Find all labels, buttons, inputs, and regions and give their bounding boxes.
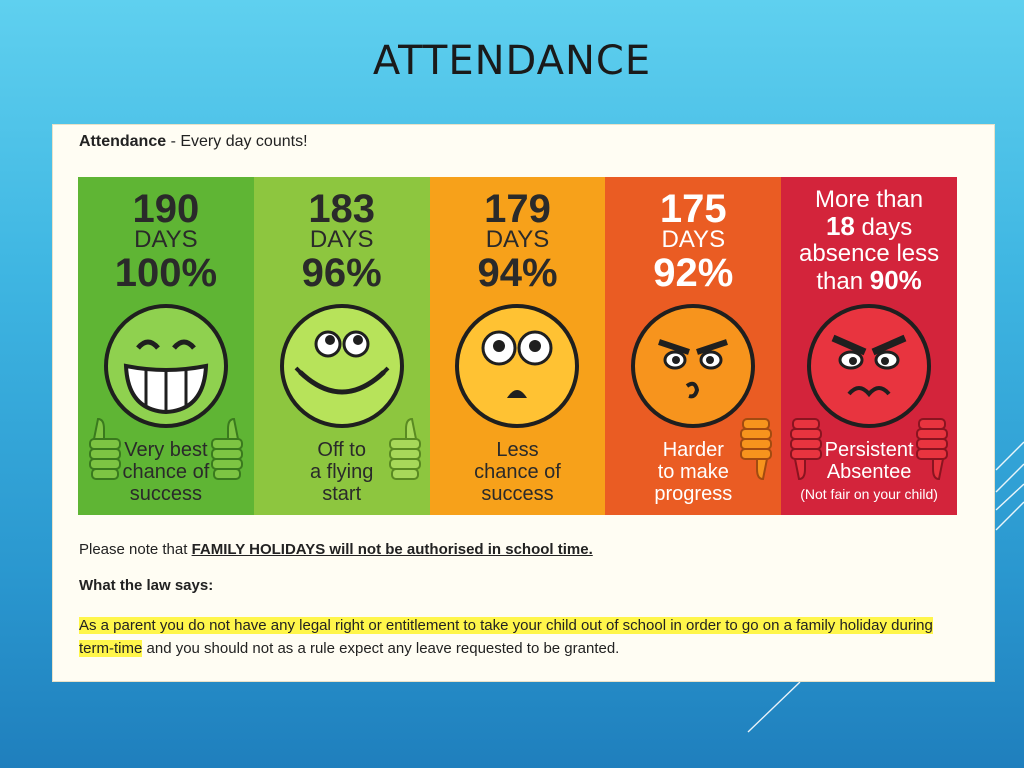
slide-title: ATTENDANCE [372,38,652,84]
thumbs-down-icon [790,418,823,481]
card-days-label: DAYS [134,226,198,253]
caption-line: Harder [662,439,724,461]
caption-line: a flying [310,461,374,483]
big-grin-face-icon [103,304,228,428]
card-caption: Persistent Absentee (Not fair on your ch… [781,439,957,505]
caption-subtext: (Not fair on your child) [800,486,938,502]
heading-bold: Attendance [79,133,167,150]
top-line: absence less [799,240,940,267]
thumbs-down-icon [915,418,948,481]
attendance-cards: 190 DAYS 100% [78,177,957,515]
card-caption: Less chance of success [430,439,606,505]
caption-line: chance of [474,461,561,483]
card-number: 183 [308,187,376,231]
card-175-days: 175 DAYS 92% [605,177,782,515]
caption-line: Absentee [826,461,912,483]
card-caption: Harder to make progress [605,439,781,505]
thumbs-up-icon [89,417,121,480]
law-rest: and you should not as a rule expect any … [142,640,620,657]
caption-line: Off to [317,439,366,461]
card-percent: 94% [477,251,558,295]
caption-line: success [129,483,203,505]
caption-line: Less [496,439,539,461]
angry-face-icon [631,304,756,428]
caption-line: Persistent [824,439,914,461]
caption-line: Very best [124,439,208,461]
top-line: 18 days [825,211,913,241]
worried-face-icon [455,304,580,428]
thumbs-up-icon [210,417,243,480]
card-number: 179 [484,187,551,231]
holiday-note: Please note that FAMILY HOLIDAYS will no… [79,541,593,558]
law-text: As a parent you do not have any legal ri… [79,614,959,660]
law-title: What the law says: [79,577,214,594]
card-days-label: DAYS [309,226,374,253]
top-line: than 90% [816,265,922,295]
card-more-than-18-days: More than 18 days absence less than 90% [781,177,957,515]
happy-face-icon [279,304,404,428]
caption-line: start [322,483,362,505]
card-number: 190 [132,187,200,231]
furious-face-icon [807,304,932,428]
card-number: 175 [659,187,727,231]
caption-line: success [481,483,554,505]
attendance-panel: Attendance - Every day counts! 190 DAYS … [52,124,995,682]
card-179-days: 179 DAYS 94% Less chance of success [429,177,606,515]
caption-line: chance of [122,461,210,483]
thumbs-down-icon [740,418,773,481]
card-183-days: 183 DAYS 96% [253,177,430,515]
top-line: More than [815,186,924,213]
heading-rest: - Every day counts! [166,133,308,150]
panel-heading: Attendance - Every day counts! [79,133,308,151]
card-caption: Off to a flying start [254,439,430,505]
card-caption: Very best chance of success [78,439,254,505]
caption-line: progress [654,483,733,505]
caption-line: to make [657,461,729,483]
card-percent: 92% [653,251,734,295]
card-percent: 96% [301,251,382,295]
card-days-label: DAYS [485,226,550,253]
card-percent: 100% [114,251,218,295]
card-days-label: DAYS [661,226,726,253]
holiday-note-bold: FAMILY HOLIDAYS will not be authorised i… [191,541,593,558]
thumbs-up-icon [388,417,421,480]
card-190-days: 190 DAYS 100% [78,177,254,515]
